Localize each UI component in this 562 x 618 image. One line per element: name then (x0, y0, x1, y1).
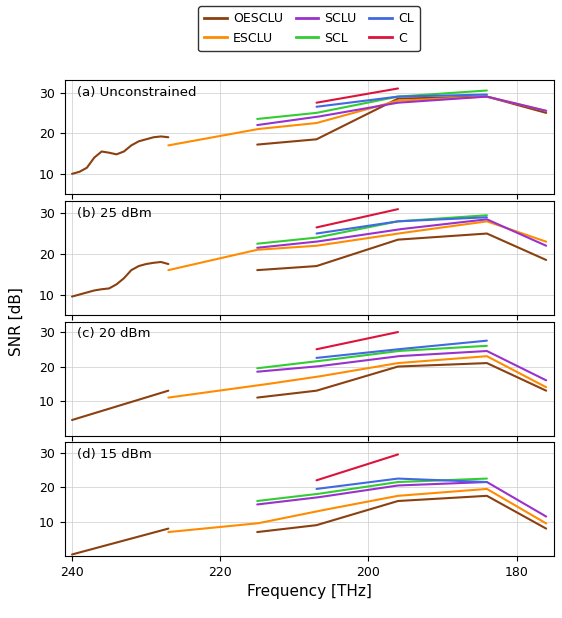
Text: (b) 25 dBm: (b) 25 dBm (77, 206, 152, 220)
Text: (d) 15 dBm: (d) 15 dBm (77, 448, 152, 461)
Text: SNR [dB]: SNR [dB] (8, 287, 24, 356)
Text: (c) 20 dBm: (c) 20 dBm (77, 328, 151, 341)
X-axis label: Frequency [THz]: Frequency [THz] (247, 585, 371, 599)
Legend: OESCLU, ESCLU, SCLU, SCL, CL, C: OESCLU, ESCLU, SCLU, SCL, CL, C (198, 6, 420, 51)
Text: (a) Unconstrained: (a) Unconstrained (77, 86, 196, 99)
